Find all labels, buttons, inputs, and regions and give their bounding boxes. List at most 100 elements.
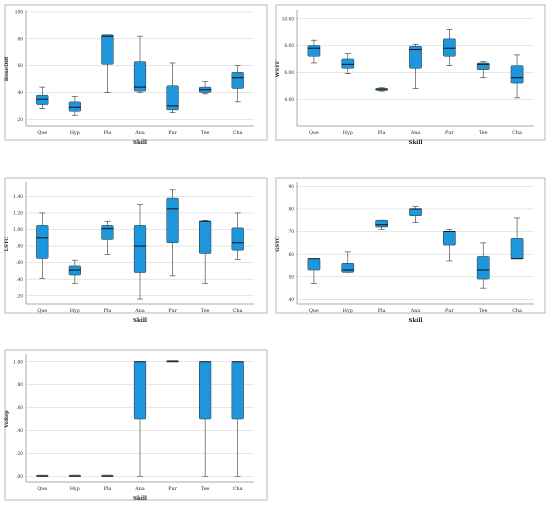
box-hyp [341,251,355,273]
x-tick-label: Que [309,130,319,136]
box-pur [166,360,179,363]
x-tick-label: Pla [104,130,112,136]
y-tick-label: .80 [16,245,23,250]
x-tick-label: Pla [378,308,386,314]
iqr-box [199,361,212,420]
panel-frame [275,4,546,141]
box-cha [231,361,244,477]
box-hyp [68,474,81,477]
box-que [307,258,321,284]
x-tick-label: Tee [201,130,210,136]
box-ana [409,43,422,89]
box-tee [476,61,490,79]
iqr-box [166,197,179,244]
iqr-box [101,225,114,240]
box-hyp [68,96,81,116]
x-tick-label: Tee [479,308,488,314]
y-tick-label: 100 [15,11,23,16]
iqr-box [231,361,244,420]
box-ana [133,204,147,300]
y-tick-label: 1.40 [13,195,23,200]
y-tick-label: .60 [16,261,23,266]
x-tick-label: Pla [104,486,112,492]
panel-frame [4,349,268,501]
x-tick-label: Cha [233,486,243,492]
x-tick-label: Que [37,486,47,492]
box-que [307,39,321,64]
box-pla [101,474,114,477]
box-hyp [68,259,81,284]
box-pla [375,219,388,230]
y-tick-label: 20 [18,118,24,123]
chart-panel-lstc: .20 .40 .60 .80 1.00 1.20 1.40 LSTC Skill Que Hyp P… [4,177,268,324]
x-axis-label: Skill [133,318,147,324]
y-tick-label: 1.20 [13,212,23,217]
x-axis-label: Skill [408,318,422,324]
iqr-box [341,58,355,69]
y-axis-label: VoRep [4,410,10,429]
y-tick-label: .60 [16,406,23,411]
y-tick-label: 4.00 [284,98,294,103]
chart-panel-vorep: .00 .20 .40 .60 .80 1.00 VoRep Skill Que Hyp Pla An… [4,349,268,502]
y-tick-label: .20 [16,452,23,457]
y-tick-label: 70 [289,230,295,235]
y-axis-label: BeneDiff [4,56,10,81]
x-axis-label: Skill [408,140,422,146]
y-tick-label: .00 [16,475,23,480]
box-cha [510,54,524,99]
x-tick-label: Ana [134,308,145,314]
x-tick-label: Ana [134,130,145,136]
iqr-box [409,208,422,216]
panel-frame [4,177,268,314]
x-tick-label: Hyp [70,130,80,136]
box-cha [510,217,524,260]
box-que [36,212,49,279]
y-tick-label: 60 [289,253,295,258]
panel-frame [4,4,268,141]
x-axis-label: Skill [133,140,147,146]
x-axis-label: Skill [133,496,147,502]
y-axis-label: WSTF [275,60,281,78]
iqr-box [231,72,244,89]
x-tick-label: Pur [168,486,177,492]
y-tick-label: 8.00 [284,44,294,49]
iqr-box [133,225,147,273]
iqr-box [510,238,524,259]
x-tick-label: Pur [168,308,177,314]
y-tick-label: 40 [289,298,295,303]
x-tick-label: Cha [512,130,522,136]
y-tick-label: .40 [16,429,23,434]
box-ana [133,361,147,477]
x-tick-label: Hyp [70,308,80,314]
x-tick-label: Tee [201,308,210,314]
y-tick-label: .40 [16,278,23,283]
y-tick-label: 90 [289,185,295,190]
box-tee [199,220,212,284]
x-tick-label: Que [37,130,47,136]
y-tick-label: 1.00 [13,360,23,365]
iqr-box [68,101,81,112]
box-cha [231,65,244,103]
iqr-box [341,262,355,273]
y-tick-label: 10.00 [282,17,295,22]
iqr-box [101,34,114,65]
box-pla [375,87,388,92]
x-tick-label: Que [37,308,47,314]
x-tick-label: Ana [134,486,145,492]
iqr-box [36,94,49,105]
x-tick-label: Cha [233,308,243,314]
x-tick-label: Que [309,308,319,314]
iqr-box [443,38,456,57]
iqr-box [443,231,456,246]
iqr-box [409,45,422,69]
box-tee [476,242,490,289]
x-tick-label: Pur [445,130,454,136]
box-pur [443,29,456,66]
iqr-box [36,225,49,259]
panel-frame [275,177,546,314]
x-tick-label: Hyp [70,486,80,492]
y-tick-label: 40 [18,91,24,96]
iqr-box [375,219,388,228]
x-tick-label: Ana [410,130,421,136]
